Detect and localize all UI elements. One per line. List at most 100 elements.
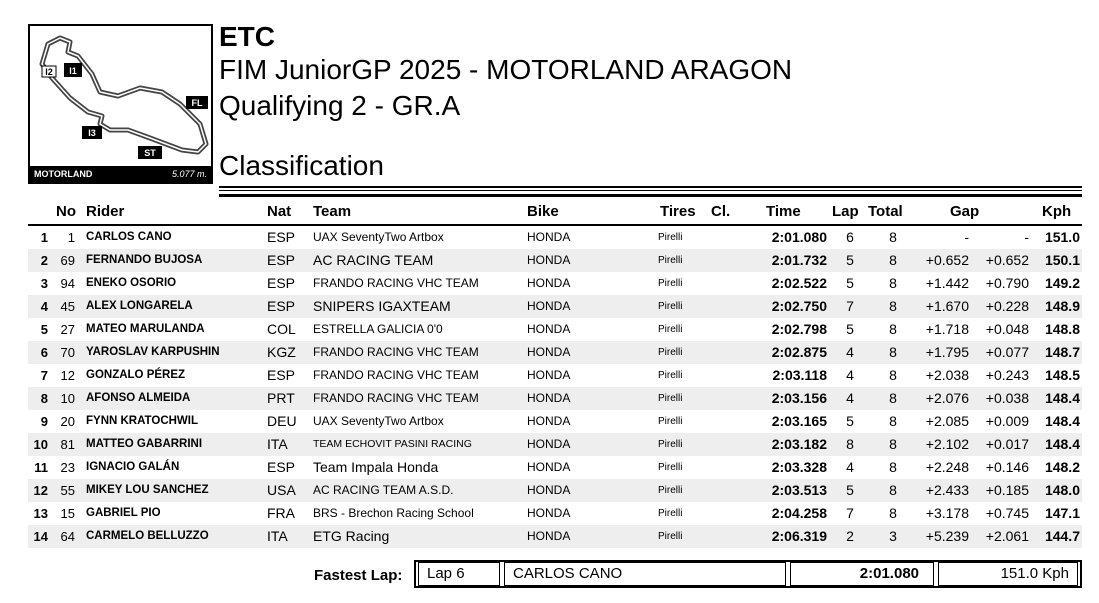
cell-lap-time: 2:01.080 <box>771 229 827 245</box>
document-title: Classification <box>219 150 384 181</box>
cell-team-name: FRANDO RACING VHC TEAM <box>313 391 479 405</box>
table-row: 10 81 MATTEO GABARRINI ITA TEAM ECHOVIT PASI… <box>28 433 1082 456</box>
cell-best-lap: 8 <box>846 436 854 452</box>
cell-total-laps: 8 <box>889 505 897 521</box>
cell-rider-name: CARLOS CANO <box>86 231 172 243</box>
cell-total-laps: 8 <box>889 344 897 360</box>
cell-bike-make: HONDA <box>527 276 571 290</box>
cell-bike-make: HONDA <box>527 230 571 244</box>
cell-gap-to-first: +2.102 <box>925 436 969 452</box>
cell-team-name: FRANDO RACING VHC TEAM <box>313 368 479 382</box>
cell-lap-time: 2:01.732 <box>771 252 827 268</box>
cell-best-lap: 5 <box>846 413 854 429</box>
cell-best-lap: 7 <box>846 505 854 521</box>
cell-team-name: AC RACING TEAM A.S.D. <box>313 483 454 497</box>
cell-rider-name: ALEX LONGARELA <box>86 300 193 312</box>
cell-rider-name: YAROSLAV KARPUSHIN <box>86 346 220 358</box>
cell-best-lap: 5 <box>846 321 854 337</box>
col-rider: Rider <box>86 203 125 220</box>
cell-nationality: PRT <box>267 390 295 406</box>
cell-tire-brand: Pirelli <box>658 255 683 266</box>
cell-speed-kph: 148.5 <box>1044 367 1080 383</box>
track-label-i3: I3 <box>88 128 96 138</box>
cell-bike-make: HONDA <box>527 460 571 474</box>
cell-best-lap: 4 <box>846 459 854 475</box>
cell-nationality: ESP <box>267 367 296 383</box>
cell-gap-to-first: +2.076 <box>925 390 969 406</box>
cell-best-lap: 7 <box>846 298 854 314</box>
cell-gap-to-previous: +0.790 <box>985 275 1029 291</box>
cell-team-name: AC RACING TEAM <box>313 252 434 268</box>
cell-total-laps: 8 <box>889 298 897 314</box>
cell-gap-to-previous: - <box>1024 229 1029 245</box>
cell-team-name: ESTRELLA GALICIA 0'0 <box>313 322 443 336</box>
cell-gap-to-previous: +0.745 <box>985 505 1029 521</box>
cell-lap-time: 2:06.319 <box>771 528 827 544</box>
table-row: 8 10 AFONSO ALMEIDA PRT FRANDO RACING VHC TE… <box>28 387 1082 410</box>
cell-lap-time: 2:04.258 <box>771 505 827 521</box>
cell-speed-kph: 148.4 <box>1044 413 1080 429</box>
cell-rider-name: GONZALO PÉREZ <box>86 369 186 381</box>
cell-gap-to-previous: +2.061 <box>985 528 1029 544</box>
track-layout-icon: I2 I1 FL I3 ST <box>39 35 209 159</box>
cell-gap-to-first: +1.795 <box>925 344 969 360</box>
event-code: ETC <box>219 21 275 52</box>
cell-rider-number: 10 <box>60 391 75 406</box>
cell-gap-to-first: +2.433 <box>925 482 969 498</box>
cell-speed-kph: 148.9 <box>1044 298 1080 314</box>
table-header: No Rider Nat Team Bike Tires Cl. Time La… <box>28 198 1082 226</box>
cell-bike-make: HONDA <box>527 437 571 451</box>
cell-speed-kph: 148.0 <box>1044 482 1080 498</box>
col-kph: Kph <box>1042 203 1072 220</box>
cell-rider-name: MATEO MARULANDA <box>86 323 205 335</box>
track-length: 5.077 m. <box>171 169 207 179</box>
col-tires: Tires <box>660 203 696 220</box>
cell-position: 4 <box>40 299 48 314</box>
col-cl: Cl. <box>711 203 731 220</box>
fastest-lap-rider: CARLOS CANO <box>504 562 786 586</box>
cell-total-laps: 8 <box>889 459 897 475</box>
col-bike: Bike <box>527 203 559 220</box>
cell-rider-name: CARMELO BELLUZZO <box>86 530 209 542</box>
cell-bike-make: HONDA <box>527 414 571 428</box>
cell-gap-to-previous: +0.185 <box>985 482 1029 498</box>
cell-gap-to-first: +5.239 <box>925 528 969 544</box>
cell-tire-brand: Pirelli <box>658 301 683 312</box>
cell-tire-brand: Pirelli <box>658 531 683 542</box>
cell-lap-time: 2:03.156 <box>771 390 827 406</box>
cell-nationality: ESP <box>267 298 296 314</box>
track-footer: MOTORLAND 5.077 m. <box>30 166 211 182</box>
cell-tire-brand: Pirelli <box>658 508 683 519</box>
col-total: Total <box>868 203 903 220</box>
cell-team-name: TEAM ECHOVIT PASINI RACING <box>313 438 472 450</box>
col-team: Team <box>313 203 352 220</box>
fastest-lap-speed: 151.0 Kph <box>938 562 1078 586</box>
cell-nationality: DEU <box>267 413 297 429</box>
fastest-lap-lap: Lap 6 <box>418 562 500 586</box>
cell-best-lap: 2 <box>846 528 854 544</box>
cell-gap-to-previous: +0.048 <box>985 321 1029 337</box>
cell-team-name: UAX SeventyTwo Artbox <box>313 230 444 244</box>
cell-lap-time: 2:03.513 <box>771 482 827 498</box>
cell-total-laps: 8 <box>889 275 897 291</box>
cell-rider-number: 55 <box>60 483 75 498</box>
cell-lap-time: 2:03.328 <box>771 459 827 475</box>
cell-tire-brand: Pirelli <box>658 324 683 335</box>
cell-speed-kph: 150.1 <box>1044 252 1080 268</box>
table-row: 2 69 FERNANDO BUJOSA ESP AC RACING TEAM HONDA… <box>28 249 1082 272</box>
cell-bike-make: HONDA <box>527 253 571 267</box>
cell-team-name: UAX SeventyTwo Artbox <box>313 414 444 428</box>
cell-best-lap: 4 <box>846 344 854 360</box>
cell-best-lap: 5 <box>846 482 854 498</box>
cell-tire-brand: Pirelli <box>658 370 683 381</box>
table-row: 3 94 ENEKO OSORIO ESP FRANDO RACING VHC TEAM… <box>28 272 1082 295</box>
cell-total-laps: 8 <box>889 482 897 498</box>
cell-nationality: ITA <box>267 528 288 544</box>
cell-rider-name: ENEKO OSORIO <box>86 277 177 289</box>
cell-total-laps: 8 <box>889 413 897 429</box>
cell-tire-brand: Pirelli <box>658 278 683 289</box>
cell-lap-time: 2:03.118 <box>772 367 828 383</box>
table-row: 5 27 MATEO MARULANDA COL ESTRELLA GALICIA 0'… <box>28 318 1082 341</box>
cell-tire-brand: Pirelli <box>658 232 683 243</box>
cell-tire-brand: Pirelli <box>658 393 683 404</box>
